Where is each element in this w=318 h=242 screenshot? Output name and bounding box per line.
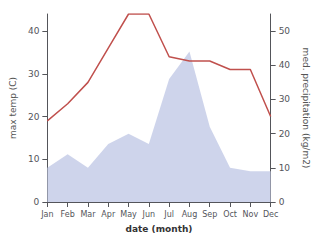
svg-text:0: 0 <box>34 197 40 207</box>
svg-text:Jun: Jun <box>142 210 156 219</box>
svg-text:Mar: Mar <box>80 210 96 219</box>
svg-text:Nov: Nov <box>243 210 259 219</box>
svg-text:Feb: Feb <box>61 210 75 219</box>
svg-text:40: 40 <box>279 60 291 70</box>
svg-text:max temp (C): max temp (C) <box>8 77 18 139</box>
svg-text:date (month): date (month) <box>126 224 193 234</box>
svg-text:Oct: Oct <box>223 210 237 219</box>
svg-text:10: 10 <box>279 163 291 173</box>
svg-text:20: 20 <box>28 112 40 122</box>
svg-text:0: 0 <box>279 197 285 207</box>
svg-text:Jul: Jul <box>163 210 174 219</box>
svg-text:40: 40 <box>28 26 40 36</box>
svg-text:Dec: Dec <box>263 210 278 219</box>
svg-text:Jan: Jan <box>40 210 53 219</box>
svg-text:30: 30 <box>28 69 40 79</box>
svg-text:10: 10 <box>28 154 40 164</box>
svg-text:20: 20 <box>279 129 291 139</box>
svg-text:Apr: Apr <box>101 210 116 219</box>
svg-text:May: May <box>120 210 137 219</box>
svg-text:Aug: Aug <box>182 210 198 219</box>
svg-text:30: 30 <box>279 94 291 104</box>
svg-text:50: 50 <box>279 26 291 36</box>
svg-text:Sep: Sep <box>202 210 217 219</box>
svg-text:med. precipitation (kg/m2): med. precipitation (kg/m2) <box>301 48 311 169</box>
